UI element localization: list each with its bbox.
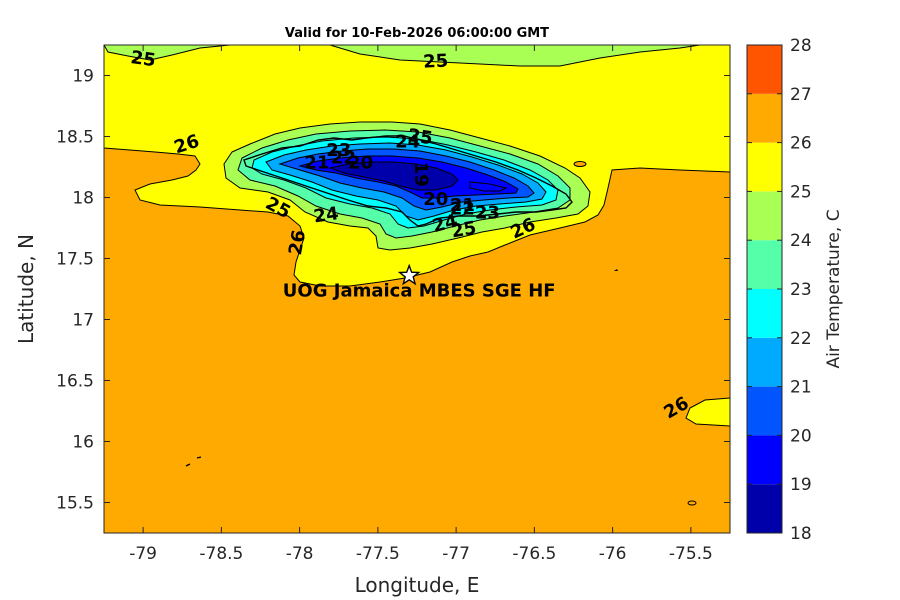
x-tick-label: -79 — [129, 544, 157, 564]
y-axis: 19 18.5 18 17.5 17 16.5 16 15.5 — [56, 67, 730, 514]
colorbar-tick-label: 21 — [790, 378, 812, 398]
x-tick-label: -77 — [442, 544, 470, 564]
contour-label: 25 — [450, 217, 478, 242]
x-tick-label: -76 — [599, 544, 627, 564]
contour-label: 22 — [450, 199, 475, 220]
station-label: UOG Jamaica MBES SGE HF — [283, 281, 556, 302]
colorbar-tick-label: 26 — [790, 134, 812, 154]
colorbar-tick-label: 18 — [790, 524, 812, 544]
contour-label: 26 — [285, 228, 310, 256]
small-islands-west — [185, 456, 202, 467]
colorbar-tick-label: 22 — [790, 329, 812, 349]
contour-label: 21 — [304, 152, 329, 173]
x-tick-label: -78 — [286, 544, 314, 564]
x-axis-label: Longitude, E — [355, 573, 480, 597]
x-tick-label: -75.5 — [669, 544, 713, 564]
contour-label: 23 — [326, 140, 351, 161]
colorbar: 18 19 20 21 22 23 24 25 26 27 28 — [746, 36, 812, 544]
contour-label: 25 — [423, 50, 449, 72]
contour-label: 24 — [395, 132, 420, 153]
contour-label: 25 — [129, 47, 157, 71]
x-tick-label: -78.5 — [199, 544, 243, 564]
colorbar-segment — [747, 191, 782, 241]
y-tick-label: 17 — [72, 311, 94, 331]
colorbar-tick-label: 23 — [790, 280, 812, 300]
y-tick-label: 15.5 — [56, 494, 94, 514]
y-tick-label: 18 — [72, 189, 94, 209]
colorbar-tick-label: 20 — [790, 426, 812, 446]
small-island-cay — [614, 269, 618, 271]
contour-label: 24 — [312, 203, 340, 227]
colorbar-tick-label: 27 — [790, 85, 812, 105]
colorbar-segment — [747, 142, 782, 192]
x-tick-label: -77.5 — [356, 544, 400, 564]
contour-label: 20 — [423, 189, 448, 210]
contour-label: 25 — [406, 125, 434, 149]
colorbar-segment — [747, 289, 782, 338]
x-axis: -79 -78.5 -78 -77.5 -77 -76.5 -76 -75.5 — [129, 45, 713, 564]
colorbar-segment — [747, 93, 782, 143]
station-marker: UOG Jamaica MBES SGE HF — [283, 263, 556, 302]
y-tick-label: 17.5 — [56, 250, 94, 270]
band-18-19 — [328, 161, 459, 191]
contour-label: 22 — [331, 147, 356, 168]
colorbar-segment — [747, 337, 782, 387]
y-axis-label: Latitude, N — [14, 234, 38, 344]
band-19-20-inner — [469, 181, 508, 192]
station-star-icon — [397, 263, 421, 286]
colorbar-segment — [747, 45, 782, 94]
jamaica-coastline — [243, 135, 573, 227]
colorbar-segment — [747, 484, 782, 533]
y-tick-label: 19 — [72, 67, 94, 87]
chart-title: Valid for 10-Feb-2026 06:00:00 GMT — [285, 26, 549, 41]
band-25-26-se — [685, 397, 730, 427]
y-tick-label: 16 — [72, 433, 94, 453]
contour-label: 21 — [450, 195, 475, 216]
contour-label: 23 — [475, 202, 500, 223]
colorbar-tick-label: 25 — [790, 182, 812, 202]
contour-label: 19 — [410, 161, 432, 187]
colorbar-segment — [747, 386, 782, 436]
small-island-north — [573, 161, 587, 167]
colorbar-label: Air Temperature, C — [824, 209, 844, 368]
colorbar-tick-label: 19 — [790, 475, 812, 495]
contour-label: 20 — [348, 152, 373, 173]
colorbar-segment — [747, 240, 782, 289]
band-24-25-north-east — [329, 45, 701, 67]
plot-frame — [103, 44, 731, 534]
colorbar-tick-label: 24 — [790, 231, 812, 251]
y-tick-label: 16.5 — [56, 372, 94, 392]
x-tick-label: -76.5 — [512, 544, 556, 564]
colorbar-segment — [747, 435, 782, 485]
colorbar-tick-label: 28 — [790, 36, 812, 56]
y-tick-label: 18.5 — [56, 128, 94, 148]
small-island-south — [687, 500, 697, 506]
